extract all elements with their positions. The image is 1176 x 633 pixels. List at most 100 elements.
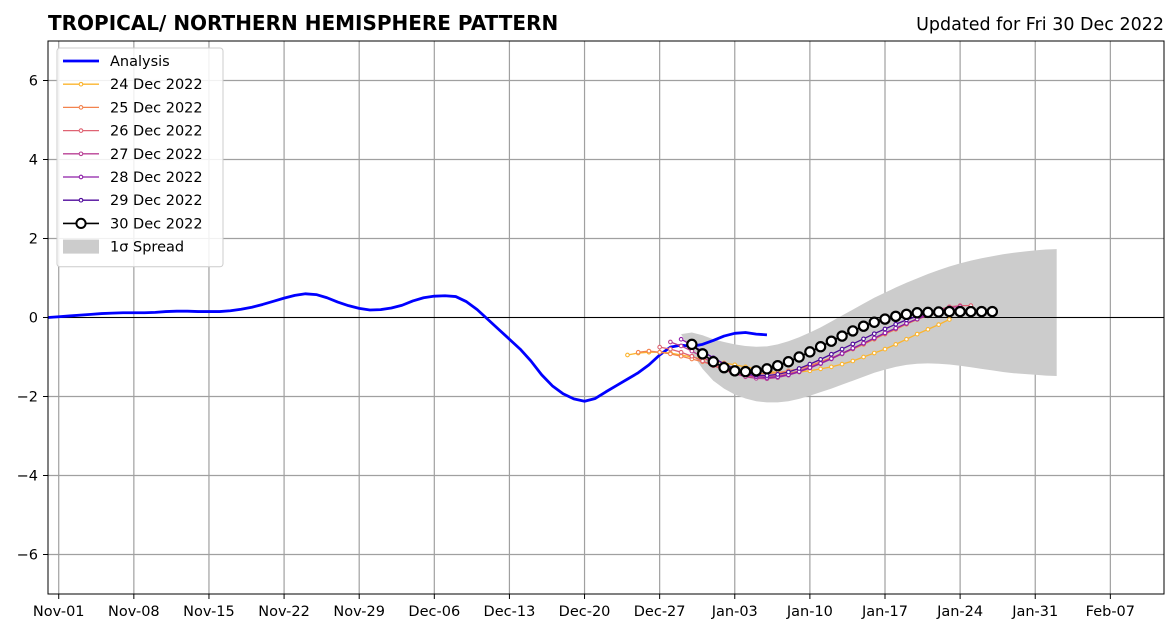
x-tick-label: Dec-27: [634, 604, 686, 620]
forecast-point: [871, 335, 877, 341]
x-tick-label: Dec-13: [484, 604, 536, 620]
legend-swatch-marker: [78, 81, 84, 87]
forecast-point: [818, 357, 823, 362]
x-tick-label: Nov-15: [183, 604, 235, 620]
forecast-point: [668, 339, 673, 345]
x-tick-label: Jan-31: [1011, 604, 1058, 620]
x-tick-label: Dec-20: [559, 604, 611, 620]
forecast-point: [882, 346, 888, 352]
legend-label-forecast: 30 Dec 2022: [110, 216, 203, 232]
x-tick-label: Feb-07: [1086, 604, 1135, 620]
forecast-point: [771, 359, 784, 372]
chart-title: TROPICAL/ NORTHERN HEMISPHERE PATTERN: [48, 11, 558, 35]
legend-swatch-marker: [75, 217, 87, 229]
forecast-point: [850, 341, 856, 347]
forecast-point: [646, 348, 652, 354]
forecast-point: [782, 356, 795, 368]
x-tick-label: Dec-06: [408, 604, 460, 620]
forecast-point: [729, 365, 741, 377]
y-tick-label: 6: [29, 74, 38, 90]
legend-swatch-spread: [63, 239, 99, 254]
forecast-point: [761, 363, 773, 375]
forecast-point: [836, 330, 848, 342]
forecast-point: [890, 310, 902, 323]
forecast-point: [904, 336, 909, 342]
forecast-point: [893, 325, 899, 331]
x-tick-label: Jan-17: [861, 604, 908, 620]
forecast-point: [657, 344, 663, 350]
forecast-point: [678, 353, 684, 359]
forecast-point: [947, 317, 952, 322]
forecast-point: [625, 352, 630, 358]
legend-label-forecast: 24 Dec 2022: [110, 77, 203, 93]
forecast-point: [850, 345, 856, 351]
forecast-point: [936, 322, 942, 327]
legend-swatch-marker: [78, 197, 84, 203]
y-tick-label: 2: [29, 232, 38, 248]
forecast-point: [678, 343, 684, 349]
forecast-point: [839, 351, 845, 356]
forecast-point: [868, 316, 880, 328]
forecast-point: [668, 351, 673, 357]
forecast-point: [943, 305, 956, 318]
legend-label-analysis: Analysis: [110, 54, 170, 70]
forecast-point: [986, 305, 999, 318]
y-tick-label: −4: [17, 469, 38, 485]
legend-label-spread: 1σ Spread: [110, 240, 184, 256]
forecast-point: [718, 361, 730, 374]
forecast-point: [879, 313, 891, 325]
forecast-point: [871, 331, 877, 337]
legend-swatch-marker: [78, 174, 84, 180]
x-tick-label: Nov-08: [108, 604, 160, 620]
legend-label-forecast: 29 Dec 2022: [110, 193, 203, 209]
forecast-point: [807, 361, 813, 367]
forecast-point: [922, 306, 934, 319]
forecast-point: [871, 350, 877, 356]
forecast-point: [882, 326, 888, 332]
forecast-point: [850, 358, 856, 364]
legend-box: [56, 47, 224, 268]
forecast-point: [839, 346, 845, 352]
forecast-point: [847, 325, 859, 337]
forecast-point: [965, 305, 977, 318]
chart-subtitle: Updated for Fri 30 Dec 2022: [916, 15, 1164, 35]
forecast-point: [678, 349, 684, 355]
forecast-point: [914, 331, 920, 337]
legend-label-forecast: 25 Dec 2022: [110, 100, 203, 116]
forecast-point: [861, 340, 866, 346]
forecast-point: [825, 335, 838, 347]
forecast-point: [861, 354, 866, 360]
forecast-point: [696, 348, 709, 360]
axes-frame: [47, 40, 1165, 595]
forecast-point: [925, 327, 931, 332]
x-tick-label: Nov-01: [33, 604, 85, 620]
forecast-point: [678, 336, 684, 342]
legend-label-forecast: 28 Dec 2022: [110, 170, 203, 186]
y-tick-label: −6: [17, 548, 38, 564]
forecast-point: [739, 365, 752, 378]
forecast-point: [786, 369, 791, 375]
forecast-point: [932, 306, 945, 318]
forecast-point: [828, 351, 834, 357]
legend-label-forecast: 27 Dec 2022: [110, 147, 203, 163]
forecast-point: [975, 305, 988, 318]
forecast-point: [750, 365, 762, 377]
forecast-point: [635, 349, 641, 355]
forecast-point: [775, 372, 781, 377]
forecast-point: [900, 308, 913, 321]
forecast-point: [861, 336, 866, 342]
x-tick-label: Jan-24: [936, 604, 983, 620]
forecast-point: [893, 321, 899, 327]
forecast-point: [804, 346, 816, 358]
legend-swatch-marker: [78, 105, 84, 110]
analysis-line: [47, 292, 768, 403]
forecast-point: [814, 341, 827, 353]
x-tick-label: Jan-10: [786, 604, 833, 620]
legend: Analysis 24 Dec 2022 25 Dec 2022 26 Dec 202…: [56, 47, 224, 268]
plot-area: Nov-01 Nov-08 Nov-15 Nov-22 Nov-29 Dec-06 Dec-…: [17, 40, 1165, 620]
forecast-point: [700, 358, 705, 364]
forecast-point: [839, 361, 845, 367]
x-tick-label: Nov-29: [333, 604, 385, 620]
forecast-point: [828, 364, 834, 370]
